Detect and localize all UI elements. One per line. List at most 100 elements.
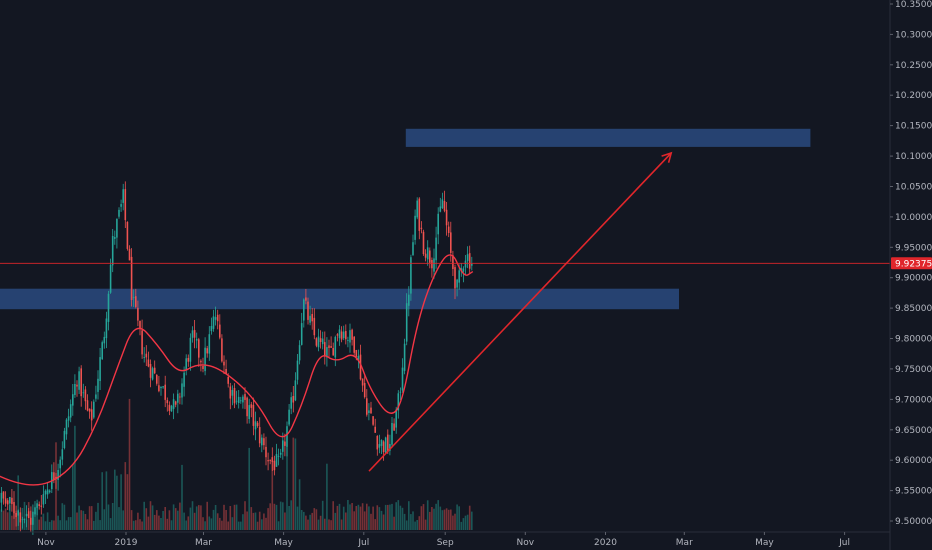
volume-bar	[429, 511, 431, 530]
candle-body	[334, 336, 337, 358]
candle-body	[90, 409, 93, 421]
candle-body	[387, 434, 389, 452]
candle-body	[290, 397, 292, 409]
candle-body	[244, 394, 246, 400]
candle-body	[443, 201, 446, 211]
candle-body	[147, 359, 150, 367]
volume-bar	[160, 518, 162, 530]
x-tick-label: 2019	[115, 538, 138, 548]
volume-bar	[179, 502, 181, 530]
volume-bar	[340, 519, 343, 530]
candle-body	[189, 337, 192, 362]
volume-bar	[349, 504, 351, 530]
volume-bar	[38, 519, 40, 530]
volume-bar	[248, 447, 250, 530]
candle-body	[15, 513, 17, 518]
volume-bar	[258, 511, 261, 530]
candle-body	[288, 409, 290, 425]
candle-body	[395, 409, 397, 428]
candle-body	[2, 491, 5, 499]
candle-body	[380, 440, 383, 446]
candle-body	[359, 354, 362, 380]
volume-bar	[288, 506, 290, 530]
candle-body	[130, 256, 133, 300]
x-tick-label: Mar	[676, 538, 693, 548]
volume-bar	[240, 521, 242, 530]
y-tick-label: 10.30000	[895, 30, 932, 40]
candle-body	[282, 440, 284, 452]
volume-bar	[93, 520, 95, 530]
volume-bar	[361, 503, 364, 530]
volume-bar	[405, 520, 408, 530]
volume-bar	[202, 517, 204, 530]
candle-body	[332, 348, 334, 356]
volume-bar	[347, 500, 349, 530]
volume-bar	[328, 519, 330, 530]
volume-bar	[395, 502, 397, 530]
x-axis[interactable]: Nov 2019 Mar May Jul Sep Nov 2020 Mar May Jul	[0, 531, 890, 548]
volume-bar	[187, 516, 190, 530]
volume-bar	[303, 511, 305, 530]
candle-body	[139, 320, 141, 328]
volume-bar	[366, 503, 368, 530]
volume-bar	[380, 510, 383, 530]
volume-bar	[151, 505, 154, 530]
candle-body	[170, 405, 173, 412]
volume-bar	[120, 474, 122, 530]
candle-body	[340, 331, 343, 340]
candle-body	[424, 253, 427, 258]
volume-bar	[67, 517, 70, 530]
volume-bar	[443, 509, 446, 530]
volume-bar	[309, 514, 311, 530]
trend-arrow	[368, 151, 673, 472]
volume-bar	[237, 521, 240, 530]
candle-body	[330, 346, 332, 348]
volume-bar	[208, 516, 211, 530]
candle-body	[153, 367, 156, 374]
candle-body	[78, 371, 80, 390]
volume-bar	[122, 510, 124, 530]
candle-body	[23, 518, 26, 520]
candle-body	[468, 253, 471, 269]
candle-body	[294, 380, 297, 401]
volume-bar	[410, 514, 412, 530]
x-tick-label: May	[755, 538, 774, 548]
candle-body	[450, 232, 452, 253]
volume-bar	[231, 517, 234, 530]
candle-body	[97, 378, 99, 392]
volume-bar	[139, 519, 141, 530]
candle-body	[162, 386, 164, 388]
volume-bar	[462, 518, 465, 530]
volume-bar	[168, 510, 171, 530]
candle-body	[242, 396, 244, 403]
x-tick-label: Nov	[517, 538, 535, 548]
y-axis[interactable]: 10.35000 10.30000 10.25000 10.20000 10.15000…	[889, 0, 932, 550]
candle-body	[46, 489, 49, 495]
volume-bar	[225, 510, 227, 530]
candle-body	[177, 393, 179, 403]
candle-body	[267, 460, 269, 462]
volume-bar	[273, 503, 276, 530]
volume-bar	[126, 474, 129, 530]
volume-bar	[315, 509, 318, 530]
volume-bar	[342, 506, 345, 530]
volume-bar	[189, 507, 192, 530]
candle-body	[42, 494, 45, 505]
candle-body	[466, 254, 469, 261]
volume-bar	[141, 521, 143, 530]
candle-body	[426, 247, 429, 260]
volume-bar	[393, 516, 395, 530]
candle-body	[464, 260, 467, 268]
candle-body	[181, 383, 183, 398]
candle-body	[6, 500, 9, 505]
volume-bar	[468, 505, 471, 530]
volume-bar	[78, 505, 80, 530]
candle-body	[279, 452, 282, 455]
x-tick-label: 2020	[594, 538, 617, 548]
candle-body	[246, 397, 248, 417]
candle-body	[151, 368, 154, 380]
volume-bar	[124, 462, 127, 530]
candle-body	[198, 339, 200, 358]
volume-bar	[254, 512, 257, 530]
